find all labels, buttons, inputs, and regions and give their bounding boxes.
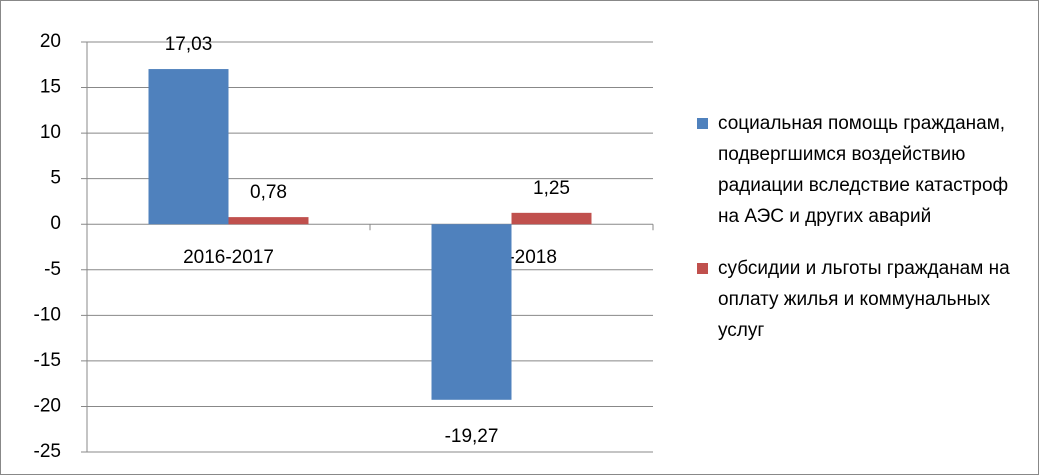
legend-item: субсидии и льготы гражданам на оплату жи… <box>697 253 1027 346</box>
data-label: 17,03 <box>165 34 213 55</box>
data-label: -19,27 <box>445 426 499 447</box>
y-tick-label: 10 <box>40 122 61 143</box>
legend-swatch <box>697 118 708 129</box>
legend-item: социальная помощь гражданам, подвергшимс… <box>697 108 1027 232</box>
data-label: 0,78 <box>250 182 287 203</box>
bar <box>148 69 229 225</box>
x-tick-label: 2016-2017 <box>183 247 274 268</box>
legend-swatch <box>697 263 708 274</box>
y-tick-label: 0 <box>50 213 61 234</box>
y-tick-label: 5 <box>50 168 61 189</box>
bar <box>511 212 592 225</box>
y-tick-label: -5 <box>44 259 61 280</box>
bar <box>228 217 309 225</box>
y-tick-label: -20 <box>34 395 61 416</box>
bar <box>431 224 512 400</box>
data-label: 1,25 <box>533 178 570 199</box>
y-tick-label: -25 <box>34 441 61 462</box>
y-tick-label: -10 <box>34 304 61 325</box>
legend-label: субсидии и льготы гражданам на оплату жи… <box>718 258 1010 341</box>
y-tick-label: 15 <box>40 77 61 98</box>
y-tick-label: -15 <box>34 350 61 371</box>
y-tick-label: 20 <box>40 31 61 52</box>
legend-label: социальная помощь гражданам, подвергшимс… <box>718 113 1009 227</box>
